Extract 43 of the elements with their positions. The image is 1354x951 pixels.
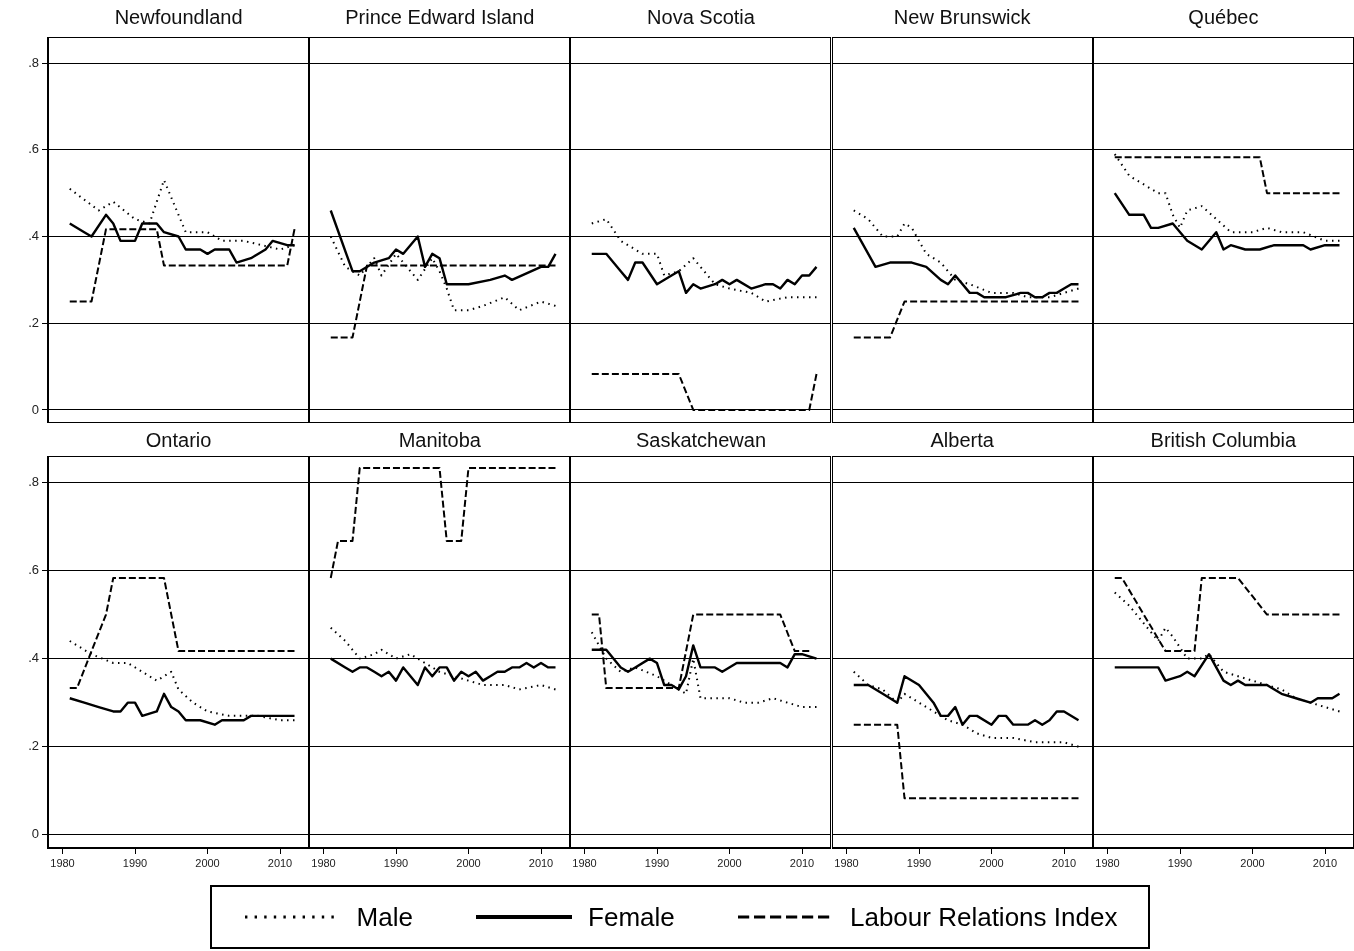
chart-title: Prince Edward Island [344, 5, 536, 30]
x-tick-label: 1980 [833, 856, 859, 869]
chart-title: Nova Scotia [646, 5, 756, 30]
y-tick-label: .8 [28, 54, 39, 70]
x-tick-label: 1990 [645, 856, 670, 869]
y-tick-label: .6 [28, 562, 39, 578]
x-tick-label: 1980 [1095, 856, 1120, 869]
y-tick-label: 0 [31, 826, 39, 842]
y-tick-label: .4 [28, 228, 39, 244]
chart-title: Québec [1187, 5, 1260, 30]
x-tick-label: 2010 [528, 856, 554, 869]
x-tick-label: 1990 [1167, 856, 1193, 869]
legend-label: Labour Relations Index [849, 901, 1118, 933]
x-tick-label: 2000 [456, 856, 481, 869]
y-tick-label: .4 [28, 650, 39, 666]
x-tick-label: 1990 [122, 856, 148, 869]
chart-title: Newfoundland [113, 5, 244, 30]
x-tick-label: 1990 [906, 856, 931, 869]
x-tick-label: 2000 [1240, 856, 1265, 869]
x-tick-label: 2010 [267, 856, 293, 869]
x-tick-label: 1990 [383, 856, 409, 869]
chart-title: British Columbia [1149, 428, 1298, 453]
y-tick-label: .8 [28, 474, 39, 490]
x-tick-label: 2010 [1051, 856, 1076, 869]
x-tick-label: 2010 [790, 856, 815, 869]
legend-label: Male [356, 901, 413, 933]
x-tick-label: 2010 [1312, 856, 1338, 869]
y-tick-label: .2 [28, 738, 39, 754]
x-tick-label: 1980 [50, 856, 75, 869]
chart-title: Saskatchewan [634, 428, 767, 453]
y-tick-label: .2 [28, 314, 39, 330]
x-tick-label: 2000 [195, 856, 220, 869]
chart-title: Alberta [929, 428, 995, 453]
legend-label: Female [588, 901, 675, 933]
x-tick-label: 2000 [978, 856, 1004, 869]
chart-title: Ontario [144, 428, 213, 453]
y-tick-label: .6 [28, 141, 39, 157]
x-tick-label: 1980 [311, 856, 336, 869]
x-tick-label: 2000 [717, 856, 743, 869]
x-tick-label: 1980 [572, 856, 598, 869]
chart-title: New Brunswick [892, 5, 1032, 30]
y-tick-label: 0 [31, 401, 39, 417]
chart-title: Manitoba [397, 428, 482, 453]
